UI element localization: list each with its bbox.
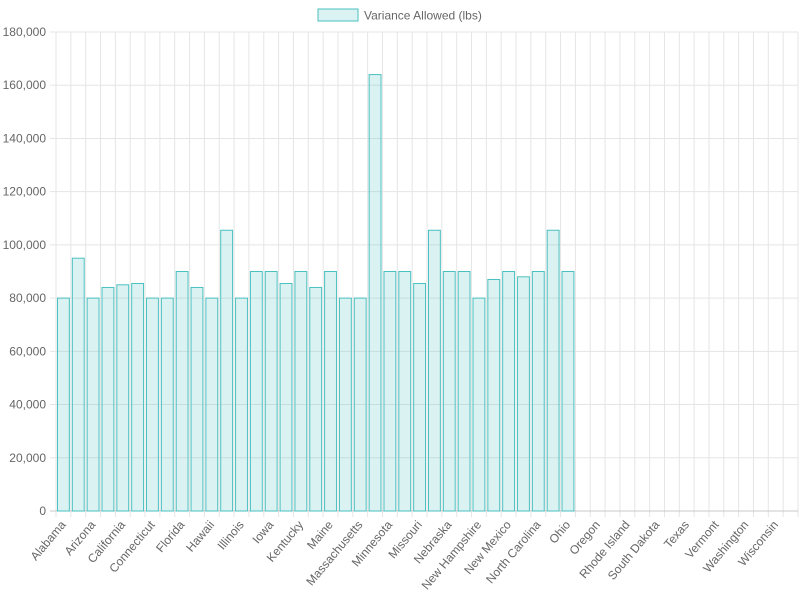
bar[interactable]: [279, 282, 293, 512]
x-axis-ticks: AlabamaArizonaCaliforniaConnecticutFlori…: [28, 517, 781, 592]
bar[interactable]: [487, 278, 501, 512]
y-tick-label: 100,000: [3, 238, 47, 252]
x-tick-label: Ohio: [546, 518, 573, 547]
bar[interactable]: [517, 276, 530, 512]
bar[interactable]: [442, 271, 456, 512]
bar[interactable]: [205, 297, 219, 512]
bar[interactable]: [71, 257, 85, 512]
y-tick-label: 20,000: [9, 451, 46, 465]
x-tick-label: Florida: [153, 518, 188, 555]
bar[interactable]: [531, 271, 545, 512]
bar[interactable]: [56, 297, 70, 512]
bar[interactable]: [101, 286, 115, 512]
bar[interactable]: [398, 271, 412, 512]
y-tick-label: 0: [39, 504, 46, 518]
y-axis-ticks: 0 20,000 40,000 60,000 80,000 100,000 120,000 1…: [3, 25, 47, 518]
bar[interactable]: [457, 271, 471, 512]
bars: [56, 74, 575, 512]
y-tick-label: 120,000: [3, 185, 47, 199]
bar[interactable]: [220, 229, 234, 512]
y-tick-label: 80,000: [9, 291, 46, 305]
x-tick-label: Iowa: [249, 518, 276, 547]
bar[interactable]: [472, 297, 486, 512]
legend[interactable]: Variance Allowed (lbs): [317, 8, 482, 23]
bar[interactable]: [368, 74, 382, 512]
legend-swatch: [317, 8, 359, 22]
y-tick-label: 40,000: [9, 398, 46, 412]
bar[interactable]: [413, 282, 427, 512]
bar[interactable]: [309, 286, 323, 512]
bar[interactable]: [190, 286, 204, 512]
bar[interactable]: [353, 297, 367, 512]
bar[interactable]: [175, 271, 189, 512]
y-tick-label: 160,000: [3, 78, 47, 92]
bar[interactable]: [86, 297, 100, 512]
y-tick-label: 60,000: [9, 344, 46, 358]
bar[interactable]: [116, 284, 130, 512]
y-tick-label: 140,000: [3, 131, 47, 145]
bar[interactable]: [294, 271, 308, 512]
gridlines: [50, 31, 799, 517]
bar[interactable]: [264, 271, 278, 512]
bar[interactable]: [427, 229, 441, 512]
bar[interactable]: [146, 297, 159, 512]
bar[interactable]: [338, 297, 352, 512]
bar[interactable]: [160, 297, 174, 512]
bar[interactable]: [383, 271, 397, 512]
y-tick-label: 180,000: [3, 25, 47, 39]
bar[interactable]: [249, 271, 263, 512]
bar[interactable]: [235, 297, 248, 512]
x-tick-label: Alabama: [28, 518, 69, 564]
x-tick-label: Hawaii: [183, 518, 217, 555]
legend-label: Variance Allowed (lbs): [364, 9, 482, 23]
bar[interactable]: [502, 271, 516, 512]
bar[interactable]: [546, 229, 560, 512]
bar[interactable]: [324, 271, 337, 512]
x-tick-label: Illinois: [215, 518, 247, 553]
bar[interactable]: [561, 271, 575, 512]
bar[interactable]: [131, 282, 145, 512]
